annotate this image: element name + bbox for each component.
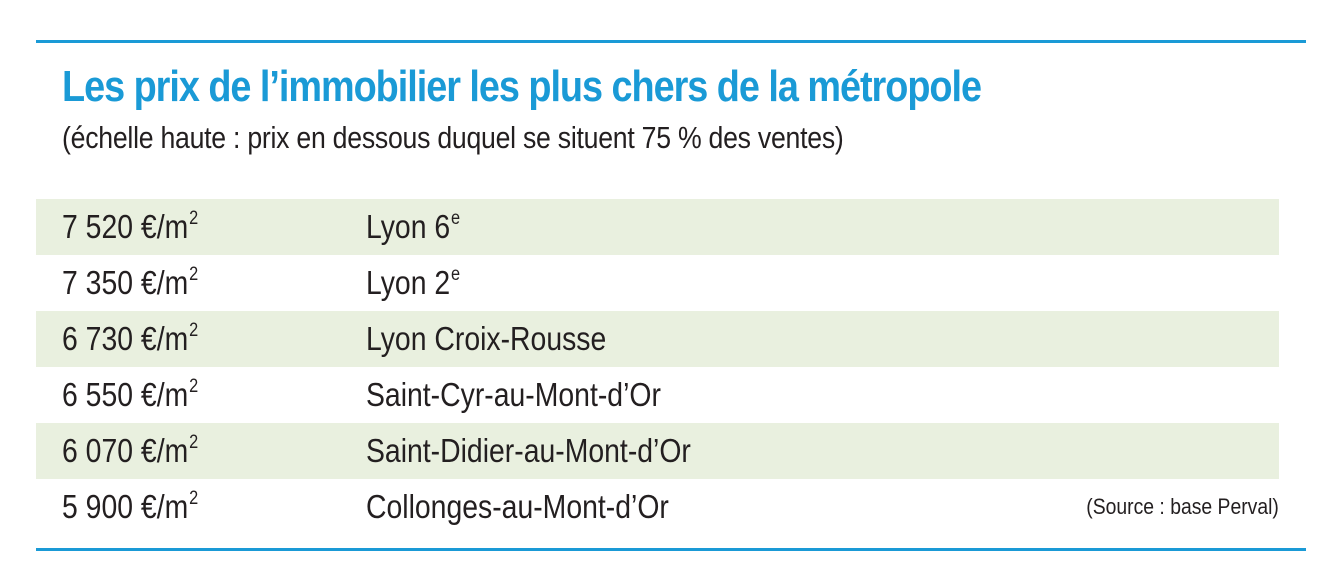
- top-rule: [36, 40, 1306, 43]
- table-row: 6 550 €/m2 Saint-Cyr-au-Mont-d’Or: [36, 367, 1279, 423]
- place-cell: Lyon Croix-Rousse: [366, 320, 607, 357]
- table-row: 5 900 €/m2 Collonges-au-Mont-d’Or: [36, 479, 1279, 535]
- place-cell: Saint-Cyr-au-Mont-d’Or: [366, 376, 661, 413]
- page-title: Les prix de l’immobilier les plus chers …: [62, 62, 982, 111]
- price-cell: 6 550 €/m2: [62, 376, 199, 413]
- place-cell: Saint-Didier-au-Mont-d’Or: [366, 432, 691, 469]
- table-row: 7 520 €/m2 Lyon 6e: [36, 199, 1279, 255]
- price-cell: 6 730 €/m2: [62, 320, 199, 357]
- bottom-rule: [36, 548, 1306, 551]
- table-row: 6 070 €/m2 Saint-Didier-au-Mont-d’Or: [36, 423, 1279, 479]
- source-note: (Source : base Perval): [1086, 494, 1279, 519]
- price-cell: 6 070 €/m2: [62, 432, 199, 469]
- price-table: 7 520 €/m2 Lyon 6e 7 350 €/m2 Lyon 2e 6 …: [36, 199, 1279, 535]
- place-cell: Collonges-au-Mont-d’Or: [366, 488, 669, 525]
- price-cell: 5 900 €/m2: [62, 488, 199, 525]
- table-row: 6 730 €/m2 Lyon Croix-Rousse: [36, 311, 1279, 367]
- price-cell: 7 520 €/m2: [62, 208, 199, 245]
- place-cell: Lyon 2e: [366, 264, 461, 301]
- page-subtitle: (échelle haute : prix en dessous duquel …: [62, 120, 844, 155]
- place-cell: Lyon 6e: [366, 208, 461, 245]
- table-row: 7 350 €/m2 Lyon 2e: [36, 255, 1279, 311]
- price-cell: 7 350 €/m2: [62, 264, 199, 301]
